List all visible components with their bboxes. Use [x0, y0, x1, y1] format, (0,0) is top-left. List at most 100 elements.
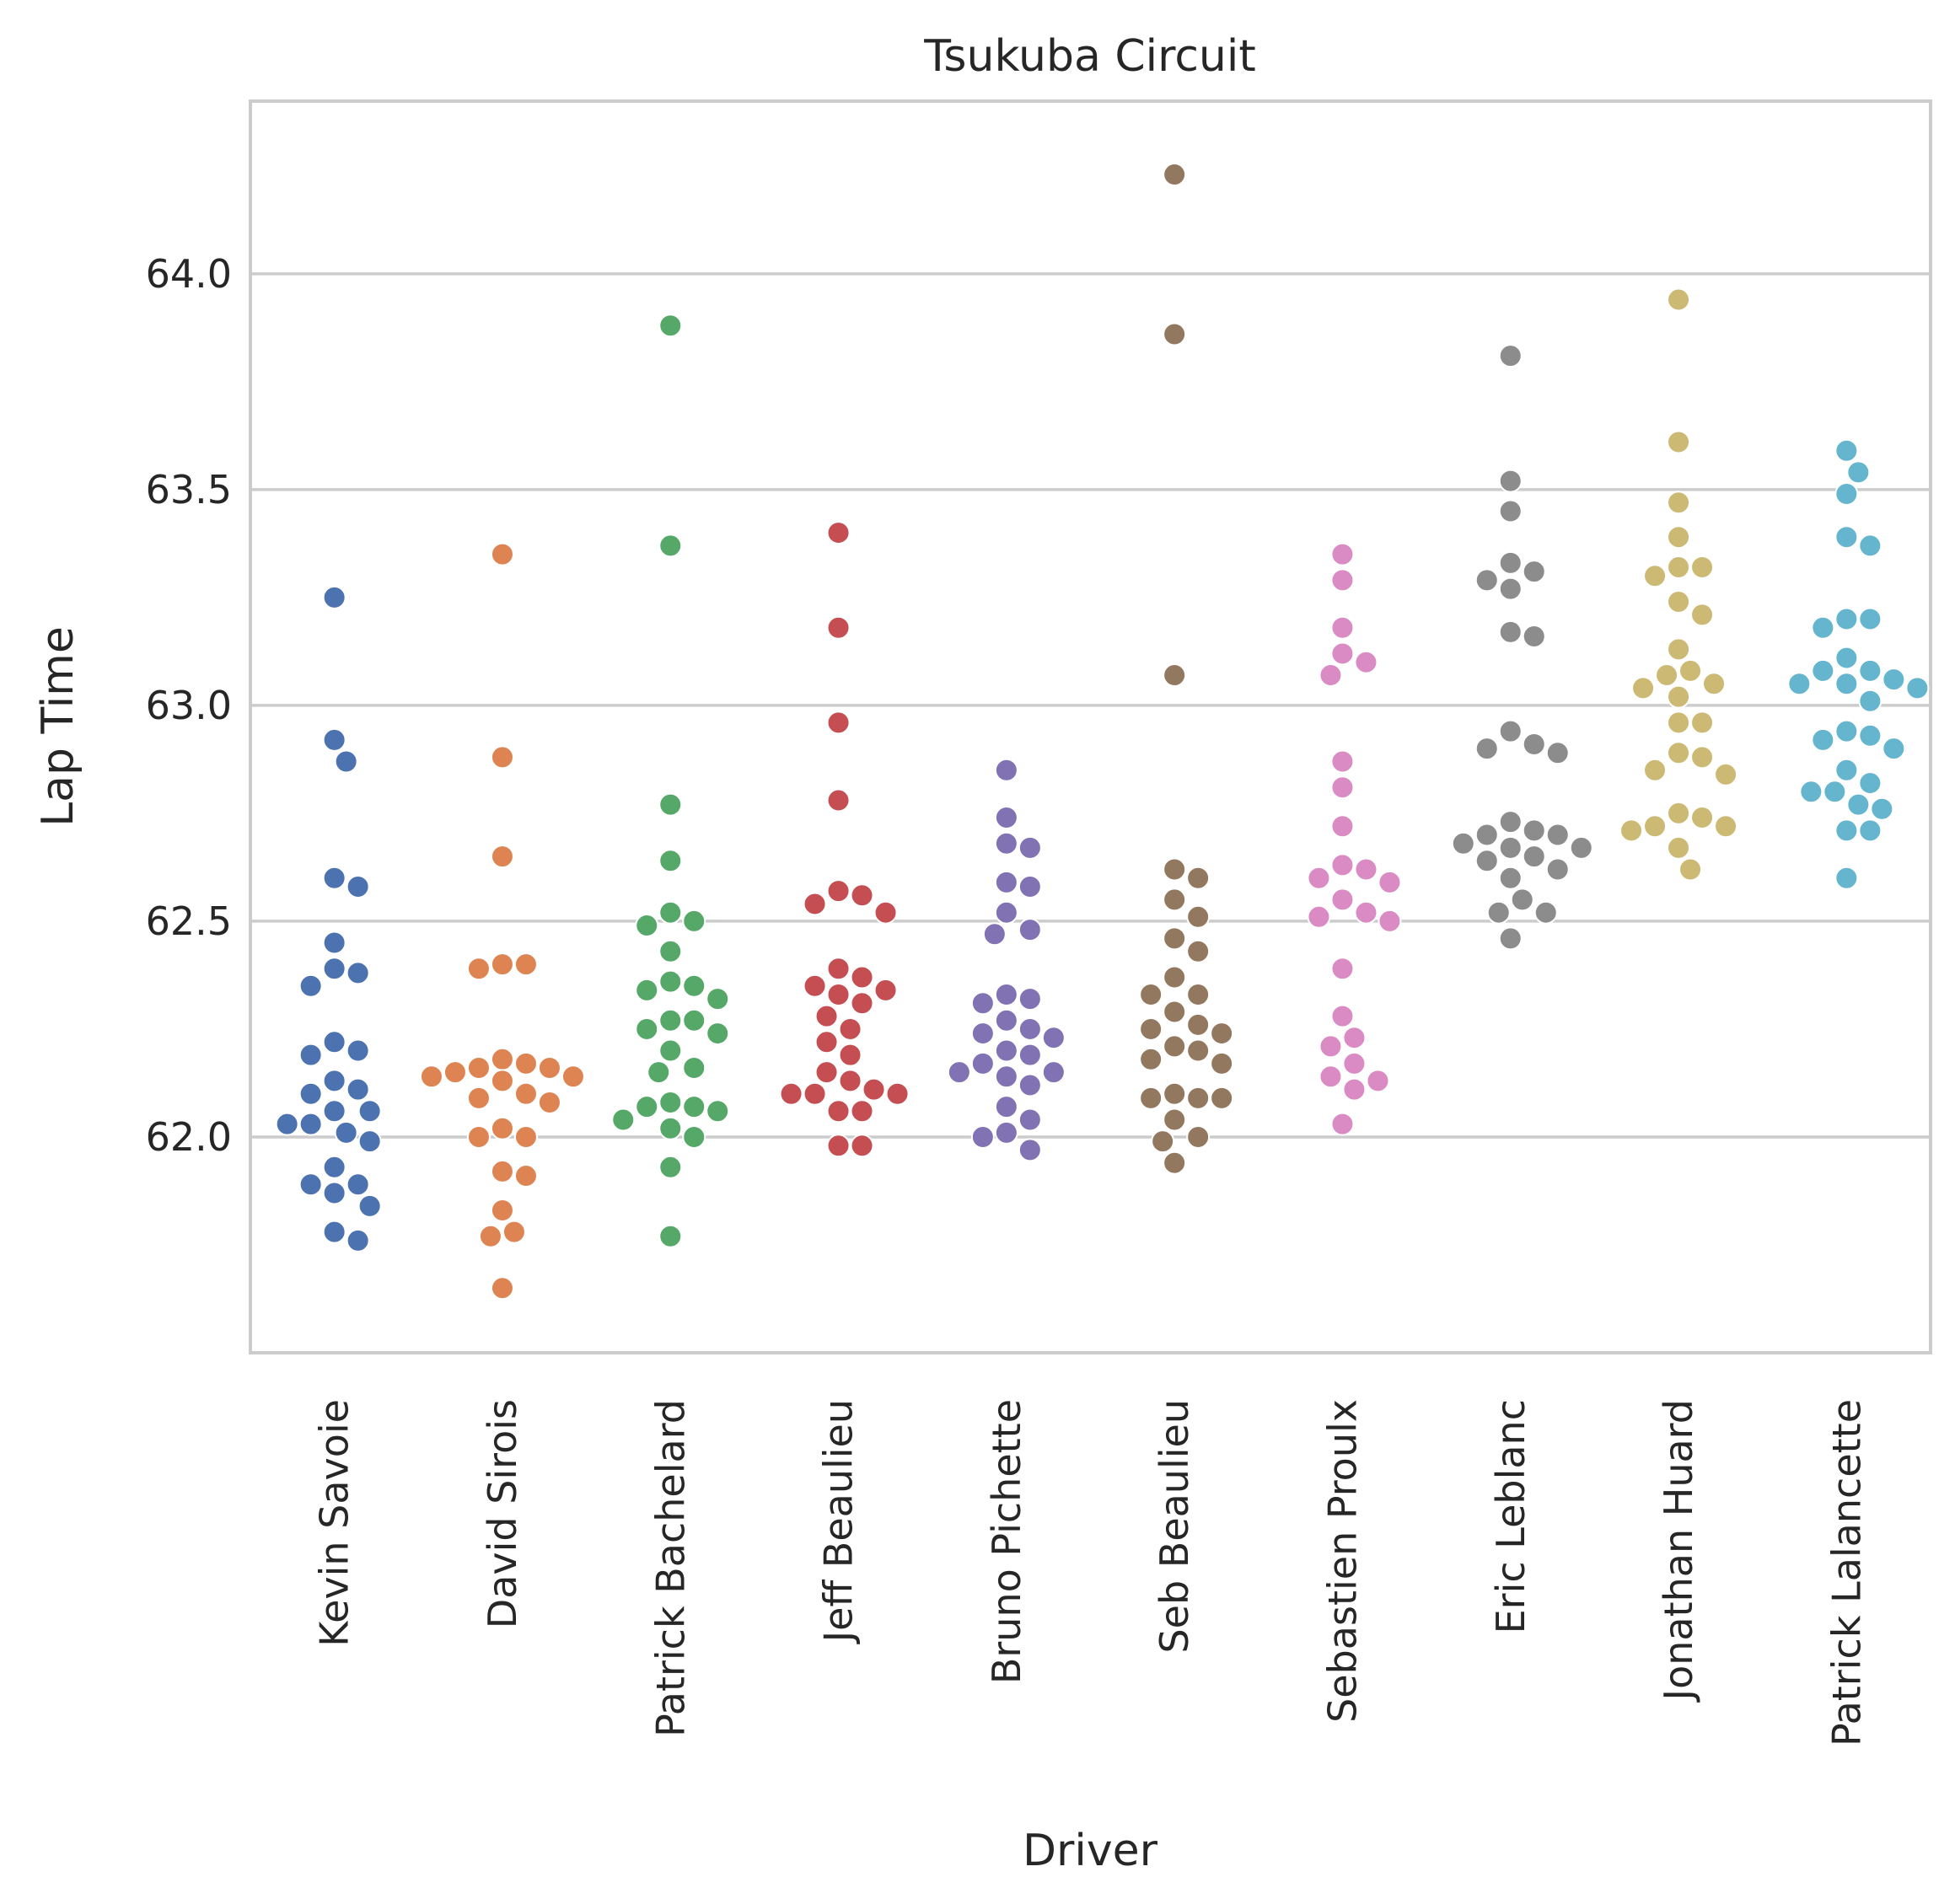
data-point: [1163, 965, 1187, 990]
data-point: [1210, 1051, 1234, 1075]
data-point: [322, 931, 346, 955]
data-point: [1354, 900, 1378, 925]
data-point: [490, 845, 514, 869]
data-point: [779, 1081, 803, 1106]
data-point: [466, 1086, 491, 1110]
data-point: [814, 1004, 839, 1028]
data-point: [658, 1008, 683, 1032]
data-point: [1330, 615, 1355, 640]
data-point: [490, 1069, 514, 1093]
x-tick-label: Seb Beaulieu: [1152, 1399, 1197, 1654]
data-point: [994, 870, 1018, 894]
data-point: [346, 874, 370, 898]
data-point: [322, 1099, 346, 1124]
data-point: [1667, 835, 1691, 860]
data-point: [1474, 849, 1499, 873]
data-point: [1858, 818, 1882, 843]
data-point: [1018, 835, 1042, 860]
data-point: [1018, 918, 1042, 942]
data-point: [1378, 870, 1402, 894]
data-point: [490, 1199, 514, 1223]
data-point: [994, 831, 1018, 855]
data-point: [1139, 982, 1163, 1006]
data-point: [346, 1038, 370, 1063]
data-point: [1498, 619, 1523, 644]
data-point: [490, 952, 514, 977]
data-point: [1330, 568, 1355, 593]
data-point: [1498, 835, 1523, 860]
data-point: [1858, 771, 1882, 796]
data-point: [1858, 723, 1882, 748]
data-point: [466, 957, 491, 981]
data-point: [1319, 1034, 1343, 1059]
x-axis-title: Driver: [1023, 1826, 1158, 1876]
data-point: [1486, 900, 1511, 925]
data-point: [1498, 577, 1523, 601]
data-point: [826, 957, 851, 981]
data-point: [1474, 737, 1499, 761]
data-point: [658, 969, 683, 994]
x-tick-label: Jeff Beaulieu: [816, 1399, 862, 1644]
data-point: [994, 1095, 1018, 1119]
data-point: [994, 806, 1018, 830]
data-point: [1811, 615, 1835, 640]
data-point: [658, 849, 683, 873]
data-point: [1631, 676, 1656, 700]
grid-layer: [250, 272, 1931, 1139]
data-point: [1354, 650, 1378, 674]
data-point: [1330, 1004, 1355, 1028]
data-point: [1498, 344, 1523, 368]
data-point: [1667, 637, 1691, 662]
data-point: [814, 1030, 839, 1054]
data-point: [1846, 460, 1871, 485]
data-point: [1714, 762, 1738, 786]
points-layer: [275, 163, 1930, 1301]
data-point: [1163, 663, 1187, 688]
data-point: [1163, 1081, 1187, 1106]
x-tick-label: Eric Leblanc: [1488, 1399, 1533, 1633]
data-point: [994, 1120, 1018, 1145]
data-point: [478, 1224, 502, 1248]
x-tick-label: Bruno Pichette: [984, 1399, 1029, 1684]
data-point: [1667, 287, 1691, 312]
data-point: [682, 1095, 706, 1119]
data-point: [970, 991, 995, 1016]
data-point: [334, 749, 358, 774]
data-point: [298, 1043, 323, 1067]
data-point: [826, 788, 851, 813]
data-point: [838, 1016, 862, 1041]
data-point: [1498, 926, 1523, 951]
data-point: [1474, 568, 1499, 593]
data-point: [682, 1124, 706, 1149]
data-point: [1498, 550, 1523, 575]
data-point: [826, 1134, 851, 1158]
data-point: [1858, 534, 1882, 558]
data-point: [994, 1008, 1018, 1032]
data-point: [1545, 857, 1570, 882]
data-point: [1834, 525, 1859, 550]
data-point: [658, 1091, 683, 1114]
data-point: [1018, 1073, 1042, 1097]
data-point: [1510, 888, 1534, 912]
data-point: [490, 745, 514, 770]
data-point: [322, 1155, 346, 1179]
data-point: [513, 1081, 538, 1106]
data-point: [1186, 1086, 1211, 1110]
data-point: [994, 900, 1018, 925]
data-point: [682, 1056, 706, 1081]
data-point: [1018, 874, 1042, 898]
data-point: [1545, 741, 1570, 765]
data-point: [873, 900, 898, 925]
data-point: [1163, 1108, 1187, 1132]
data-point: [346, 1077, 370, 1102]
data-point: [346, 1172, 370, 1197]
x-tick-label: Patrick Bachelard: [647, 1399, 693, 1737]
data-point: [1018, 987, 1042, 1011]
data-point: [322, 1220, 346, 1244]
data-point: [1667, 430, 1691, 454]
y-tick-label: 63.5: [146, 467, 232, 512]
data-point: [658, 1038, 683, 1063]
data-point: [658, 534, 683, 558]
data-point: [1330, 957, 1355, 981]
